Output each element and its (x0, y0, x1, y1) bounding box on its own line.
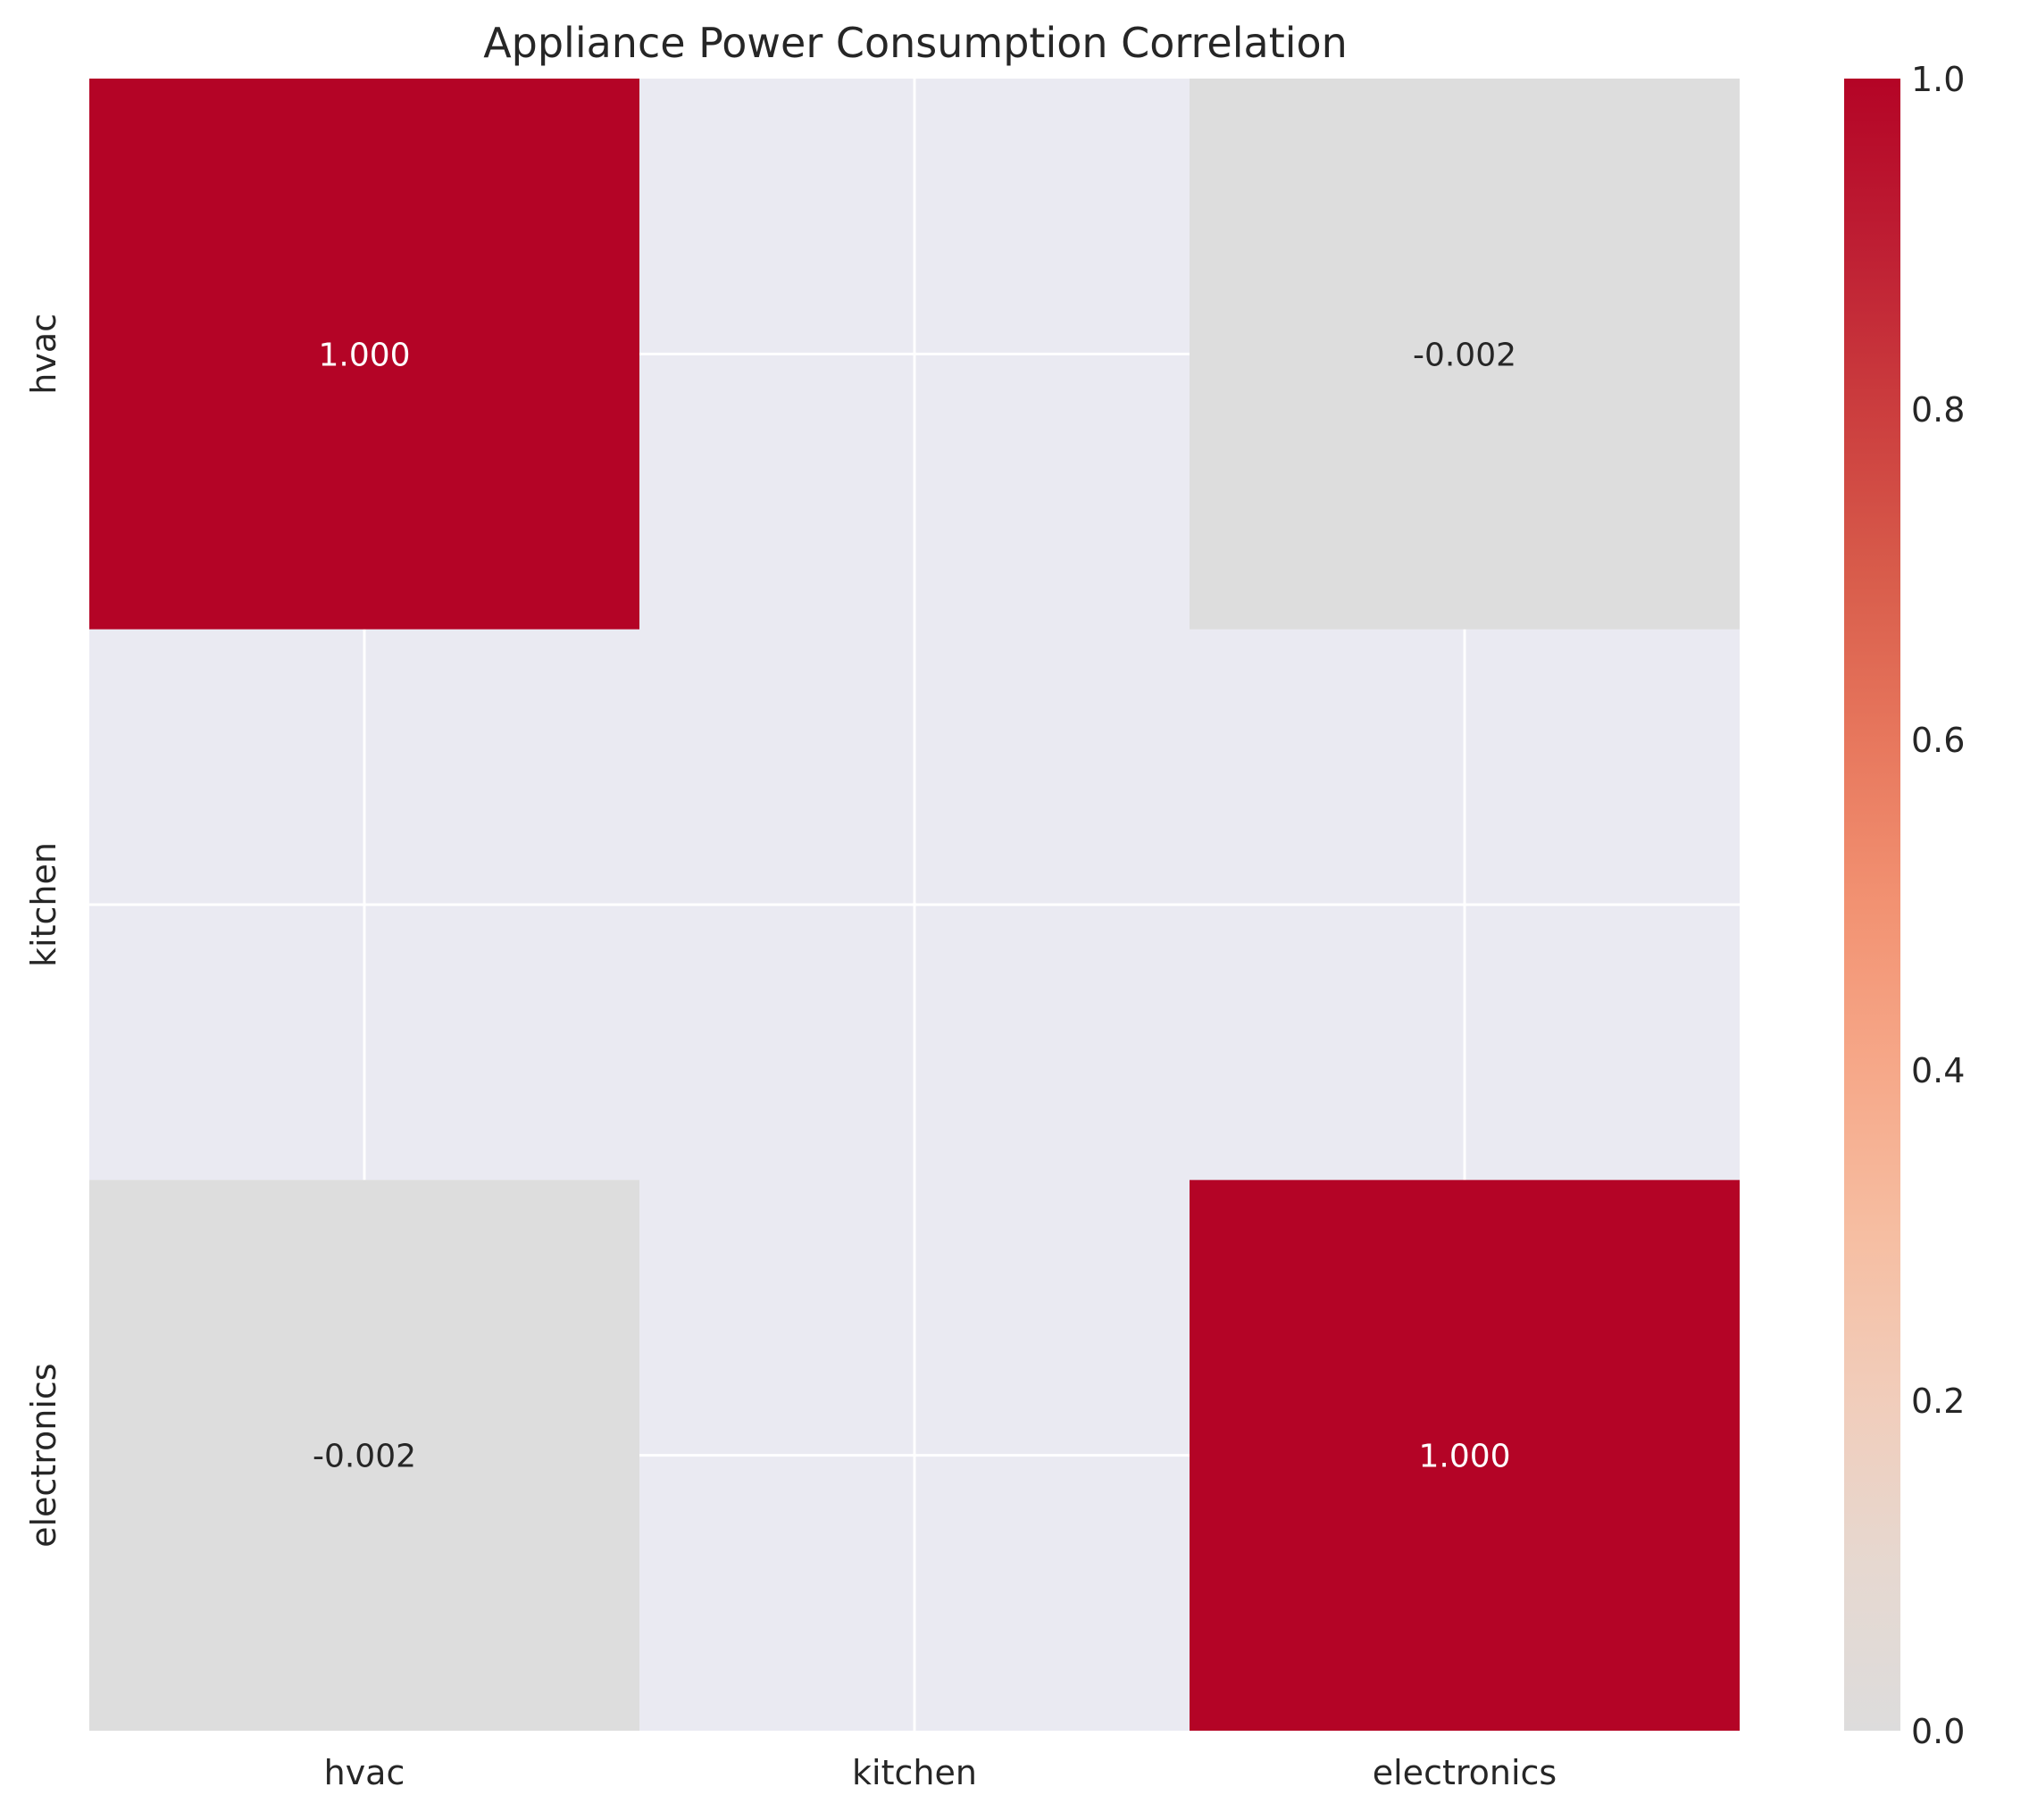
y-tick-labels: hvac kitchen electronics (24, 313, 63, 1548)
cell-hvac-hvac (89, 79, 639, 630)
cell-label: 1.000 (318, 337, 410, 373)
heatmap-cells (89, 79, 1740, 1731)
y-tick-label: kitchen (24, 842, 63, 967)
x-tick-label: hvac (324, 1753, 405, 1792)
colorbar-tick-label: 0.8 (1911, 390, 1965, 430)
cell-labels: 1.000 -0.002 -0.002 1.000 (313, 337, 1516, 1474)
chart-title: Appliance Power Consumption Correlation (483, 19, 1348, 67)
colorbar-tick-labels: 0.0 0.2 0.4 0.6 0.8 1.0 (1911, 60, 1965, 1751)
colorbar-tick-label: 0.4 (1911, 1051, 1965, 1090)
y-tick-label: electronics (24, 1363, 63, 1547)
x-tick-label: electronics (1373, 1753, 1557, 1792)
cell-electronics-electronics (1190, 1180, 1740, 1731)
cell-hvac-electronics (1190, 79, 1740, 630)
colorbar-tick-label: 0.6 (1911, 721, 1965, 760)
x-tick-label: kitchen (852, 1753, 977, 1792)
colorbar-tick-label: 0.2 (1911, 1382, 1965, 1421)
colorbar-tick-label: 0.0 (1911, 1712, 1965, 1751)
cell-label: 1.000 (1418, 1439, 1510, 1475)
cell-label: -0.002 (313, 1439, 416, 1475)
colorbar-tick-label: 1.0 (1911, 60, 1965, 99)
x-tick-labels: hvac kitchen electronics (324, 1753, 1557, 1792)
colorbar-gradient (1844, 79, 1900, 1731)
cell-electronics-hvac (89, 1180, 639, 1731)
y-tick-label: hvac (24, 313, 63, 395)
cell-label: -0.002 (1413, 337, 1516, 373)
colorbar: 0.0 0.2 0.4 0.6 0.8 1.0 (1844, 60, 1965, 1751)
